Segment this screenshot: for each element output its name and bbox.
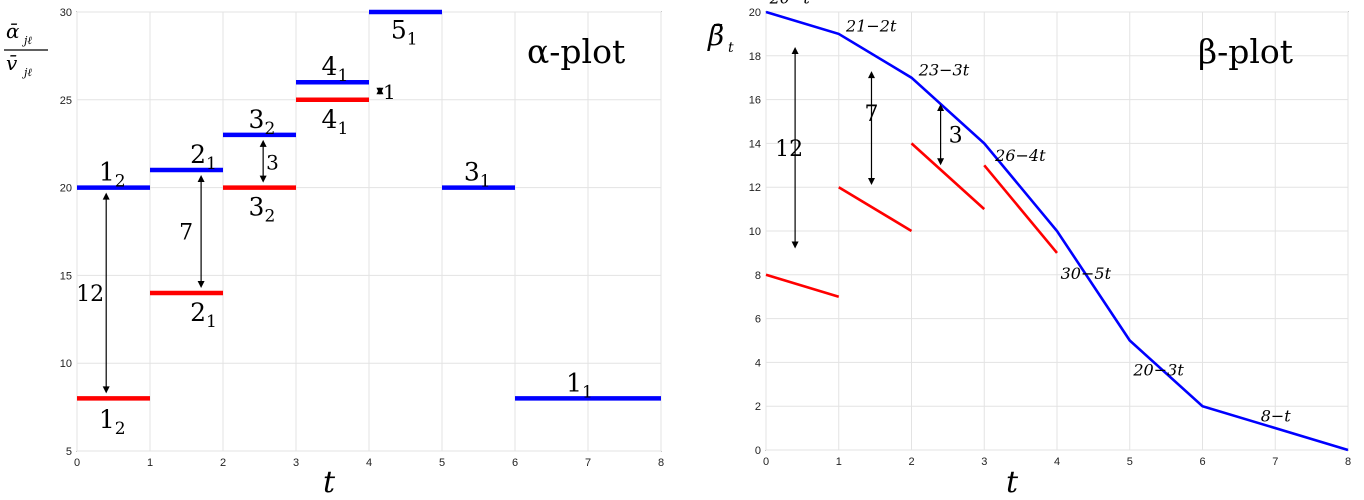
beta-arrowhead xyxy=(867,71,875,79)
alpha-plot-label: α-plot xyxy=(527,32,625,71)
alpha-xtick-label: 2 xyxy=(220,457,226,469)
alpha-job-label: 12 xyxy=(99,405,126,439)
beta-ytick-label: 10 xyxy=(749,226,761,238)
alpha-gap-label: 12 xyxy=(76,282,104,307)
alpha-arrowhead xyxy=(102,386,110,394)
beta-arrows: 12 7 3 xyxy=(775,47,963,249)
alpha-gap-label: 3 xyxy=(266,150,279,174)
alpha-y-axis-label: ᾱ jℓ v̄ jℓ xyxy=(4,19,48,79)
beta-gap-label: 12 xyxy=(775,137,803,162)
beta-formula-label: 30−5t xyxy=(1061,264,1112,283)
beta-ytick-label: 20 xyxy=(749,7,761,19)
beta-ytick-label: 12 xyxy=(749,182,761,194)
beta-red-segment xyxy=(910,142,986,211)
alpha-xtick-label: 4 xyxy=(366,457,372,469)
alpha-arrowhead xyxy=(197,280,205,288)
alpha-ylabel-den-sub: jℓ xyxy=(21,66,32,79)
alpha-xtick-label: 8 xyxy=(658,457,664,469)
alpha-arrowhead xyxy=(197,175,205,183)
alpha-arrows: 12 7 3 1 xyxy=(76,80,396,394)
beta-formula-label: 21−2t xyxy=(845,17,897,36)
beta-formula-label: 20−3t xyxy=(1132,361,1184,380)
alpha-arrowhead xyxy=(376,87,384,95)
alpha-xtick-label: 7 xyxy=(585,457,591,469)
beta-xtick-label: 1 xyxy=(836,456,842,468)
alpha-segments xyxy=(77,9,661,401)
beta-plot-label: β-plot xyxy=(1198,32,1293,71)
beta-arrowhead xyxy=(791,47,799,55)
alpha-ytick-label: 5 xyxy=(66,446,72,458)
beta-formula-label: 8−t xyxy=(1261,407,1292,426)
beta-arrowhead xyxy=(937,103,945,111)
beta-ytick-label: 4 xyxy=(755,357,761,369)
alpha-ytick-label: 15 xyxy=(60,270,72,282)
beta-arrowhead xyxy=(791,241,799,249)
alpha-arrowhead xyxy=(259,175,267,183)
alpha-ylabel-den: v̄ xyxy=(6,51,18,75)
beta-formula-label: 20−t xyxy=(769,0,811,7)
alpha-ylabel-num: ᾱ xyxy=(6,19,20,43)
beta-y-axis-label: β̄ t xyxy=(707,19,734,56)
alpha-gap-label: 1 xyxy=(383,80,396,104)
beta-formula-label: 23−3t xyxy=(918,61,970,80)
alpha-xtick-label: 0 xyxy=(74,457,80,469)
beta-ytick-label: 14 xyxy=(749,138,761,150)
beta-xtick-label: 3 xyxy=(981,456,987,468)
alpha-ytick-label: 25 xyxy=(60,95,72,107)
beta-ytick-label: 8 xyxy=(755,270,761,282)
alpha-arrowhead xyxy=(102,192,110,200)
beta-xtick-label: 6 xyxy=(1199,456,1205,468)
alpha-xtick-label: 5 xyxy=(439,457,445,469)
beta-ytick-label: 2 xyxy=(755,401,761,413)
alpha-job-label: 21 xyxy=(190,298,217,332)
beta-xtick-label: 2 xyxy=(908,456,914,468)
beta-xtick-label: 5 xyxy=(1127,456,1133,468)
beta-xtick-label: 7 xyxy=(1272,456,1278,468)
beta-xtick-label: 4 xyxy=(1054,456,1060,468)
beta-ytick-label: 16 xyxy=(749,95,761,107)
alpha-arrowhead xyxy=(259,139,267,147)
alpha-ytick-label: 10 xyxy=(60,358,72,370)
beta-red-segment xyxy=(765,273,840,298)
beta-ytick-label: 0 xyxy=(755,445,761,457)
alpha-ytick-label: 30 xyxy=(60,7,72,19)
beta-ytick-label: 6 xyxy=(755,314,761,326)
beta-ylabel-sub: t xyxy=(728,40,734,56)
beta-xtick-label: 0 xyxy=(763,456,769,468)
beta-arrowhead xyxy=(937,158,945,166)
beta-red-segments xyxy=(765,142,1059,298)
alpha-xtick-label: 3 xyxy=(293,457,299,469)
beta-red-segment xyxy=(983,164,1059,254)
alpha-gap-label: 7 xyxy=(179,221,193,246)
beta-grid xyxy=(765,11,1349,451)
alpha-xtick-label: 6 xyxy=(512,457,518,469)
beta-gap-label: 7 xyxy=(864,102,878,127)
beta-ytick-label: 18 xyxy=(749,51,761,63)
beta-ylabel: β̄ xyxy=(707,19,724,52)
alpha-grid xyxy=(76,11,662,452)
alpha-xtick-label: 1 xyxy=(147,457,153,469)
beta-formula-label: 26−4t xyxy=(994,146,1046,165)
beta-arrowhead xyxy=(867,178,875,186)
alpha-ylabel-num-sub: jℓ xyxy=(21,34,32,47)
beta-xtick-label: 8 xyxy=(1345,456,1351,468)
beta-annotations: 20−t 21−2t 23−3t 26−4t 30−5t 20−3t 8−t xyxy=(769,0,1292,426)
alpha-ytick-label: 20 xyxy=(60,183,72,195)
beta-red-segment xyxy=(838,186,913,233)
beta-x-axis-label: t xyxy=(1006,465,1019,500)
beta-gap-label: 3 xyxy=(949,124,963,149)
alpha-x-axis-label: t xyxy=(323,465,336,500)
beta-series-line xyxy=(765,10,1349,452)
